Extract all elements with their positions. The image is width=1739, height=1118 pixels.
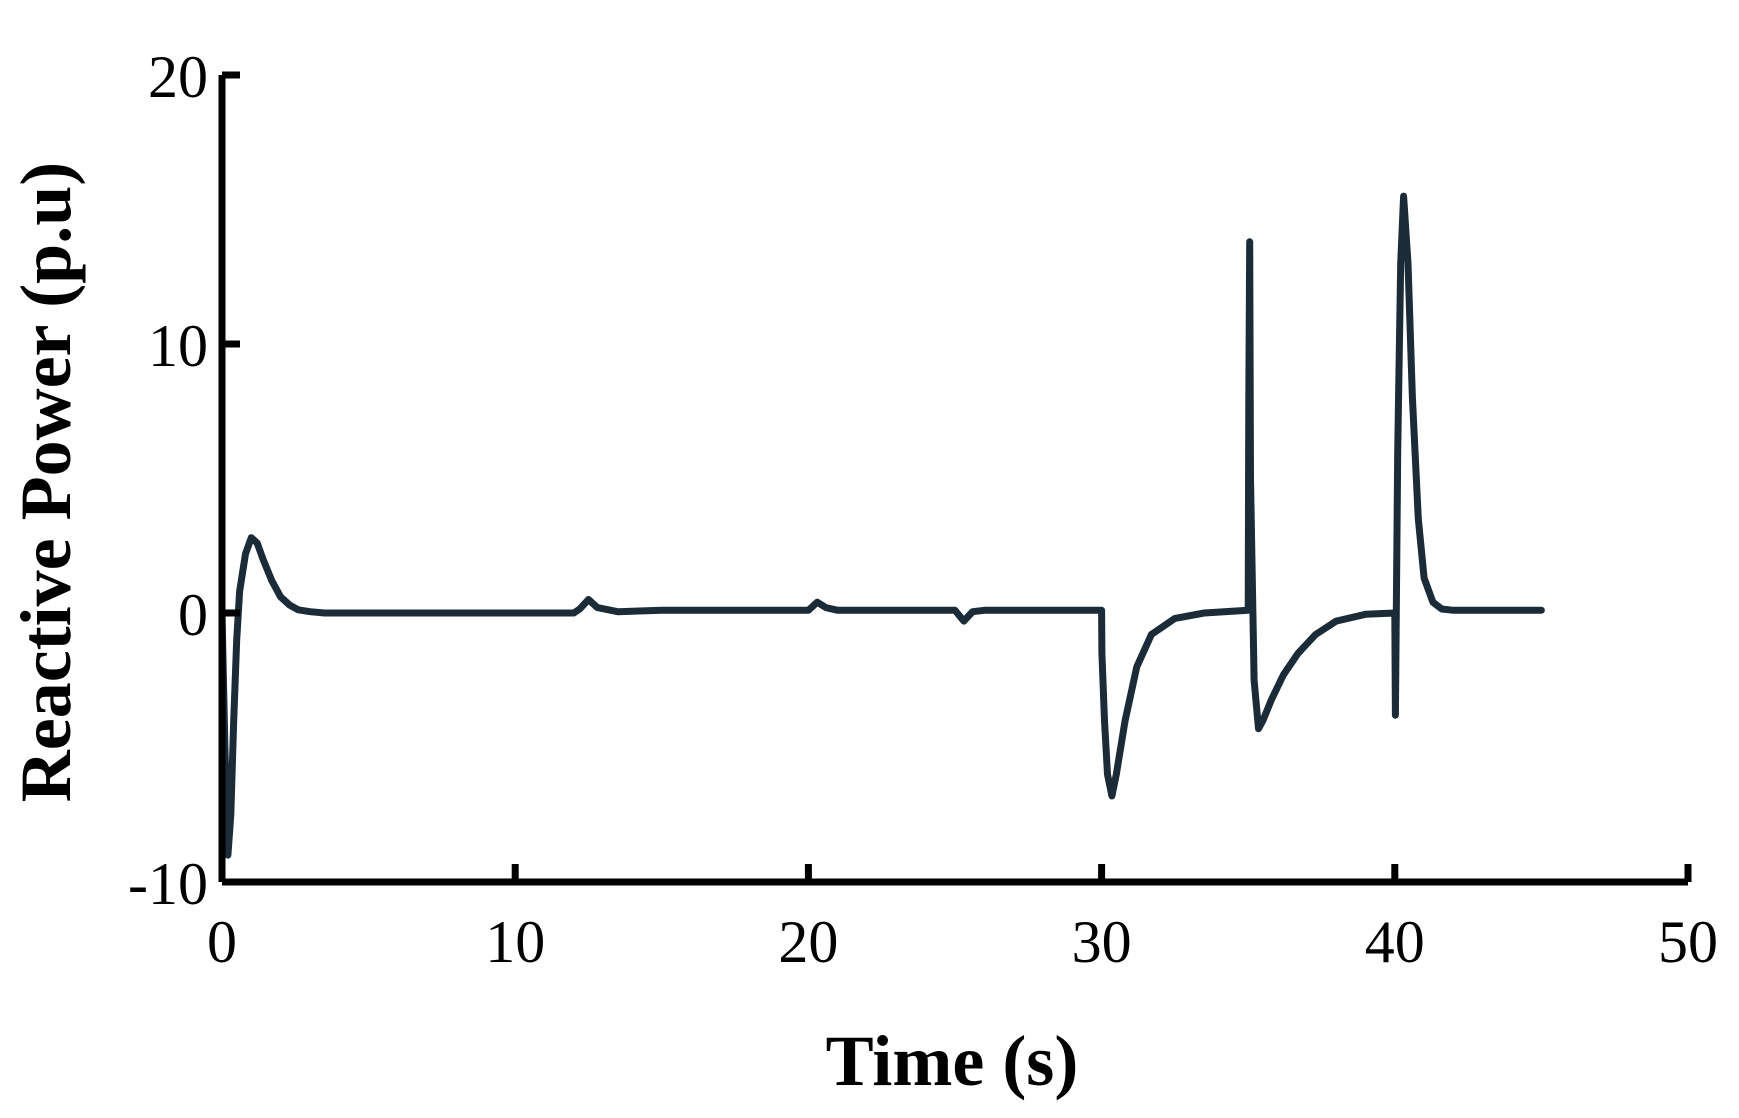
x-tick-label: 20 bbox=[778, 909, 838, 975]
x-tick-label: 50 bbox=[1658, 909, 1718, 975]
axes bbox=[218, 75, 1688, 886]
x-tick-label: 40 bbox=[1365, 909, 1425, 975]
y-tick-label: 0 bbox=[178, 582, 208, 648]
x-tick-label: 30 bbox=[1072, 909, 1132, 975]
y-tick-label: 20 bbox=[148, 44, 208, 110]
x-tick-label: 0 bbox=[207, 909, 237, 975]
series-line bbox=[218, 192, 1545, 859]
plot-area bbox=[218, 192, 1545, 859]
y-axis-title: Reactive Power (p.u) bbox=[6, 162, 86, 802]
y-tick-label: 10 bbox=[148, 313, 208, 379]
x-tick-label: 10 bbox=[485, 909, 545, 975]
y-tick-label: -10 bbox=[128, 851, 208, 917]
x-axis-title: Time (s) bbox=[826, 1021, 1079, 1101]
